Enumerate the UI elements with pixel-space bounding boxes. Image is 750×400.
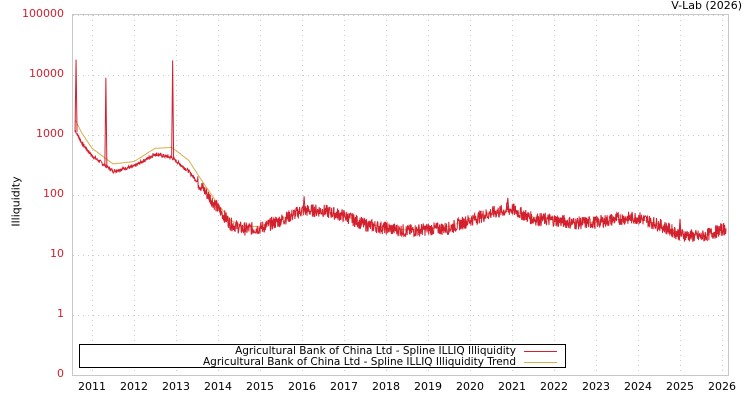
y-tick-label: 1000 [36, 127, 64, 140]
chart-credit: V-Lab (2026) [671, 0, 742, 12]
y-tick-label: 100000 [22, 7, 64, 20]
x-tick-label: 2016 [288, 380, 316, 393]
x-tick-label: 2012 [120, 380, 148, 393]
legend-label: Agricultural Bank of China Ltd - Spline … [203, 356, 516, 368]
x-tick-label: 2025 [666, 380, 694, 393]
y-tick-label: 10000 [29, 67, 64, 80]
x-tick-label: 2022 [540, 380, 568, 393]
grid-lines [73, 15, 728, 375]
legend-item-trend: Agricultural Bank of China Ltd - Spline … [203, 356, 557, 368]
x-tick-label: 2020 [456, 380, 484, 393]
legend-swatch-red [524, 350, 557, 352]
legend-swatch-gold [524, 361, 557, 363]
x-tick-label: 2024 [624, 380, 652, 393]
x-tick-label: 2015 [246, 380, 274, 393]
legend-item-illiquidity: Agricultural Bank of China Ltd - Spline … [235, 345, 557, 357]
x-tick-label: 2017 [330, 380, 358, 393]
y-axis-label: Illiquidity [9, 176, 23, 227]
illiquidity-spikes [74, 59, 682, 235]
y-tick-label: 1 [57, 307, 64, 320]
y-tick-label: 100 [43, 187, 64, 200]
illiquidity-series-line [74, 129, 727, 242]
y-tick-label: 10 [50, 247, 64, 260]
x-tick-label: 2013 [162, 380, 190, 393]
x-tick-label: 2023 [582, 380, 610, 393]
legend: Agricultural Bank of China Ltd - Spline … [79, 344, 566, 368]
y-tick-label: 0 [57, 367, 64, 380]
x-tick-label: 2018 [372, 380, 400, 393]
x-tick-label: 2014 [204, 380, 232, 393]
legend-label: Agricultural Bank of China Ltd - Spline … [235, 345, 516, 357]
x-tick-label: 2019 [414, 380, 442, 393]
x-tick-label: 2021 [498, 380, 526, 393]
x-tick-label: 2011 [78, 380, 106, 393]
plot-frame [72, 14, 729, 376]
x-tick-label: 2026 [708, 380, 736, 393]
